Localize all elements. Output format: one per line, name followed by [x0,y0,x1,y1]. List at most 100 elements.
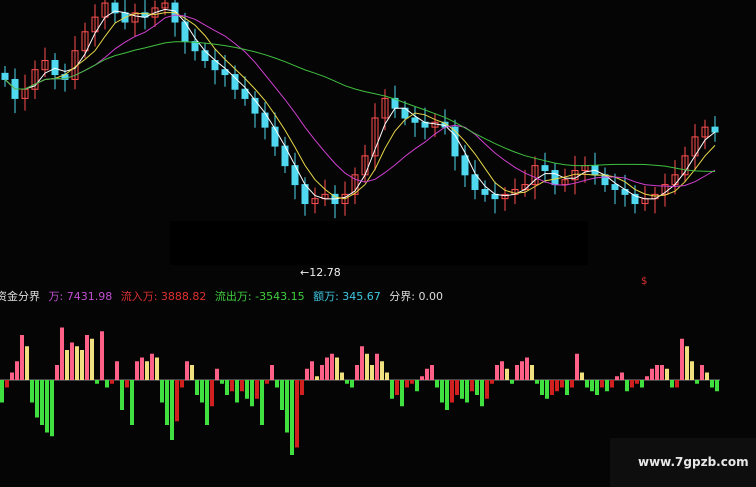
flow-bar [295,380,299,448]
indicator-title: 资金分界 [0,290,40,303]
flow-bar [250,380,254,407]
flow-bar [240,380,244,392]
flow-bar [540,380,544,395]
flow-bar [300,380,304,395]
flow-bar [195,380,199,395]
candle-body [501,193,509,200]
flow-bar [95,380,99,384]
flow-bar [560,380,564,388]
flow-bar [25,346,29,380]
flow-bar [370,365,374,380]
candle-body [271,126,279,147]
flow-bar [130,380,134,425]
candle-body [161,2,169,9]
flow-bar [515,365,519,380]
ma5-line [4,8,716,200]
candle-body [1,72,9,80]
candle-body [371,117,379,157]
indicator-legend: 资金分界 万: 7431.98 流入万: 3888.82 流出万: -3543.… [0,288,448,304]
masked-area [170,221,588,265]
flow-bar [655,365,659,380]
flow-bar [520,361,524,380]
candle-body [661,184,669,195]
legend-net: 额万: 345.67 [313,290,381,303]
flow-bar [475,380,479,395]
flow-bar [535,380,539,384]
flow-bar [290,380,294,455]
flow-bar [205,380,209,425]
flow-bar [210,380,214,407]
flow-bar [270,365,274,380]
candle-body [631,193,639,205]
flow-bar [680,338,684,380]
flow-bar [275,380,279,388]
candle-body [191,41,199,52]
price-panel[interactable] [0,0,756,280]
flow-bar [105,380,109,388]
flow-bar [165,380,169,425]
flow-bar [400,380,404,407]
flow-bar [255,380,259,399]
candle-body [541,165,549,172]
flow-bar [155,357,159,380]
candle-body [241,88,249,99]
flow-bar [150,353,154,380]
flow-bar [605,380,609,392]
legend-boundary: 分界: 0.00 [389,290,443,303]
ma20-line [4,14,716,188]
flow-bar [455,380,459,395]
flow-bar [635,380,639,384]
flow-bar [510,380,514,384]
flow-bar [440,380,444,403]
flow-bar [145,361,149,380]
flow-bar [115,361,119,380]
flow-bar [60,327,64,380]
flow-bar [625,380,629,392]
flow-bar [580,372,584,380]
flow-bar [710,380,714,388]
flow-bar [610,380,614,388]
flow-bar [220,380,224,384]
flow-bar [565,380,569,395]
candle-body [91,16,99,33]
flow-bar [70,342,74,380]
flow-bar [550,380,554,395]
flow-bar [410,380,414,384]
flow-bar [350,380,354,388]
legend-inflow: 流入万: 3888.82 [120,290,207,303]
flow-bar [375,353,379,380]
flow-bar [135,361,139,380]
candle-body [221,69,229,76]
flow-bar [345,380,349,384]
flow-bar [260,380,264,425]
flow-bar [325,357,329,380]
flow-bar [420,376,424,380]
flow-bar [570,380,574,388]
flow-bar [645,376,649,380]
flow-bar [545,380,549,399]
flow-bar [30,380,34,403]
flow-bar [525,357,529,380]
flow-bar [600,380,604,388]
flow-bar [670,380,674,388]
flow-bar [235,380,239,403]
flow-bar [460,380,464,399]
flow-bar [465,380,469,403]
flow-bar [500,361,504,380]
candle-body [81,31,89,52]
flow-bar [595,380,599,395]
flow-bar [120,380,124,410]
flow-bar [640,380,644,388]
flow-bar [405,380,409,388]
flow-bar [675,380,679,388]
flow-bar [385,372,389,380]
flow-bar [65,350,69,380]
flow-bar [315,376,319,380]
flow-bar [200,380,204,403]
candle-body [411,117,419,123]
flow-bar [190,365,194,380]
flow-bar [450,380,454,403]
flow-bar [10,372,14,380]
flow-bar [215,368,219,380]
